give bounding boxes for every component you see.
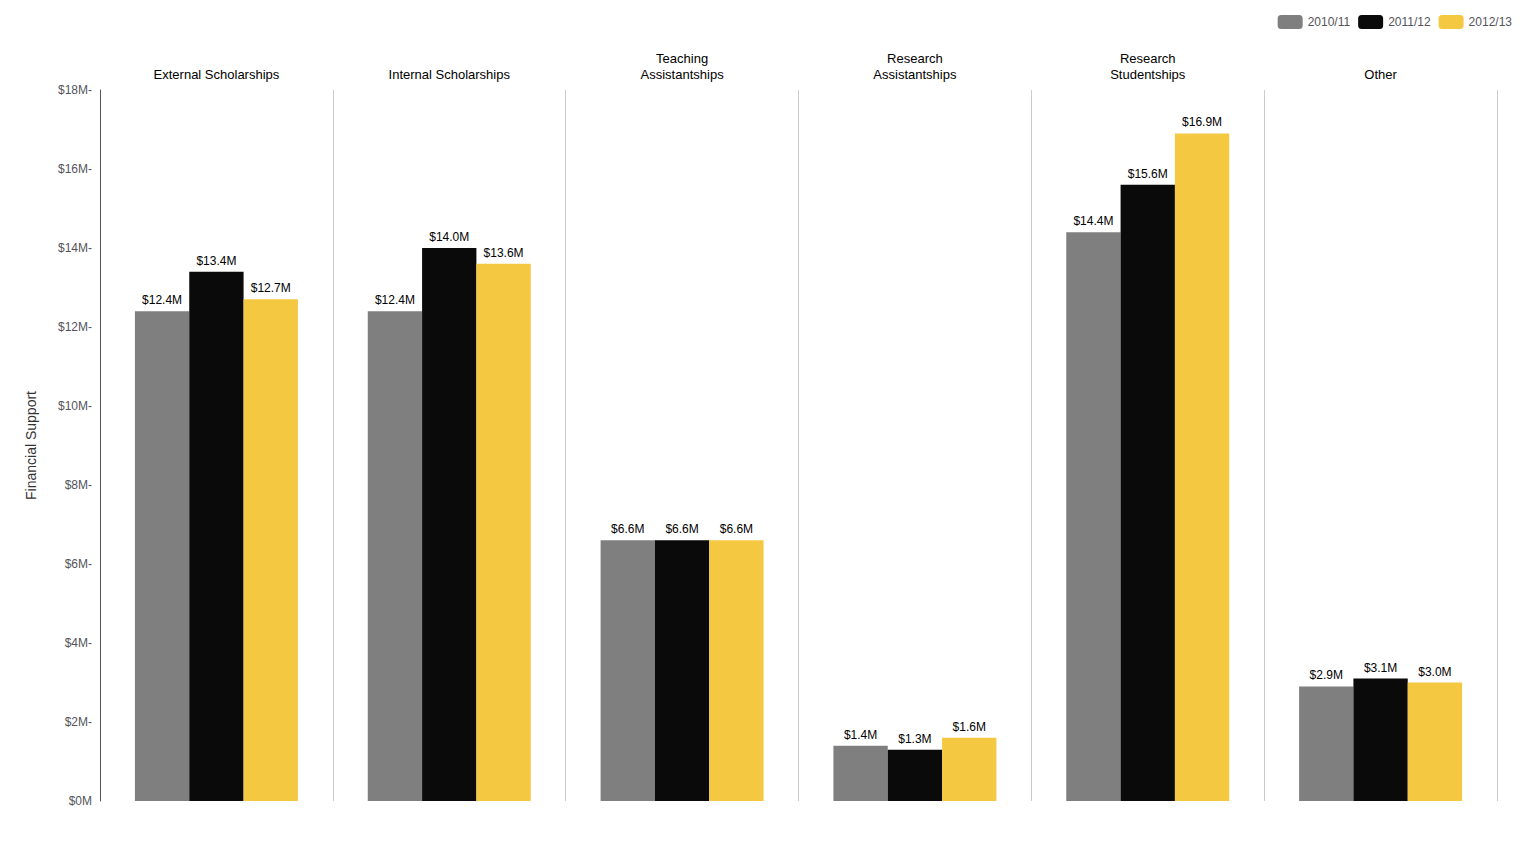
svg-text:2011/12: 2011/12 (1388, 15, 1431, 29)
svg-text:$2.9M: $2.9M (1310, 668, 1343, 682)
svg-text:$14.4M: $14.4M (1073, 214, 1113, 228)
svg-text:$1.4M: $1.4M (844, 728, 877, 742)
svg-text:$1.6M: $1.6M (953, 720, 986, 734)
svg-text:$14.0M: $14.0M (429, 230, 469, 244)
svg-text:$18M-: $18M- (58, 83, 92, 97)
svg-text:Research: Research (887, 51, 943, 66)
svg-text:$12.4M: $12.4M (142, 293, 182, 307)
svg-text:$12.7M: $12.7M (251, 281, 291, 295)
svg-text:$3.1M: $3.1M (1364, 661, 1397, 675)
svg-text:$2M-: $2M- (65, 715, 92, 729)
svg-text:$12.4M: $12.4M (375, 293, 415, 307)
svg-text:Assistantships: Assistantships (873, 67, 957, 82)
svg-text:$10M-: $10M- (58, 399, 92, 413)
svg-text:Research: Research (1120, 51, 1176, 66)
svg-text:$14M-: $14M- (58, 241, 92, 255)
svg-text:External Scholarships: External Scholarships (154, 67, 280, 82)
svg-text:$0M: $0M (69, 794, 92, 808)
svg-text:Other: Other (1364, 67, 1397, 82)
svg-text:$1.3M: $1.3M (898, 732, 931, 746)
svg-text:2010/11: 2010/11 (1308, 15, 1351, 29)
svg-text:$8M-: $8M- (65, 478, 92, 492)
svg-text:Financial Support: Financial Support (23, 391, 39, 500)
svg-text:$12M-: $12M- (58, 320, 92, 334)
svg-text:$13.6M: $13.6M (484, 246, 524, 260)
svg-text:$6.6M: $6.6M (611, 522, 644, 536)
svg-text:$13.4M: $13.4M (196, 254, 236, 268)
svg-text:$3.0M: $3.0M (1418, 665, 1451, 679)
svg-text:Studentships: Studentships (1110, 67, 1186, 82)
svg-text:$16M-: $16M- (58, 162, 92, 176)
svg-text:$16.9M: $16.9M (1182, 115, 1222, 129)
svg-text:2012/13: 2012/13 (1469, 15, 1513, 29)
svg-text:Internal Scholarships: Internal Scholarships (389, 67, 511, 82)
svg-text:$6.6M: $6.6M (720, 522, 753, 536)
svg-text:$15.6M: $15.6M (1128, 167, 1168, 181)
svg-text:$6.6M: $6.6M (665, 522, 698, 536)
svg-text:$4M-: $4M- (65, 636, 92, 650)
svg-text:Assistantships: Assistantships (641, 67, 725, 82)
svg-text:Teaching: Teaching (656, 51, 708, 66)
svg-text:$6M-: $6M- (65, 557, 92, 571)
